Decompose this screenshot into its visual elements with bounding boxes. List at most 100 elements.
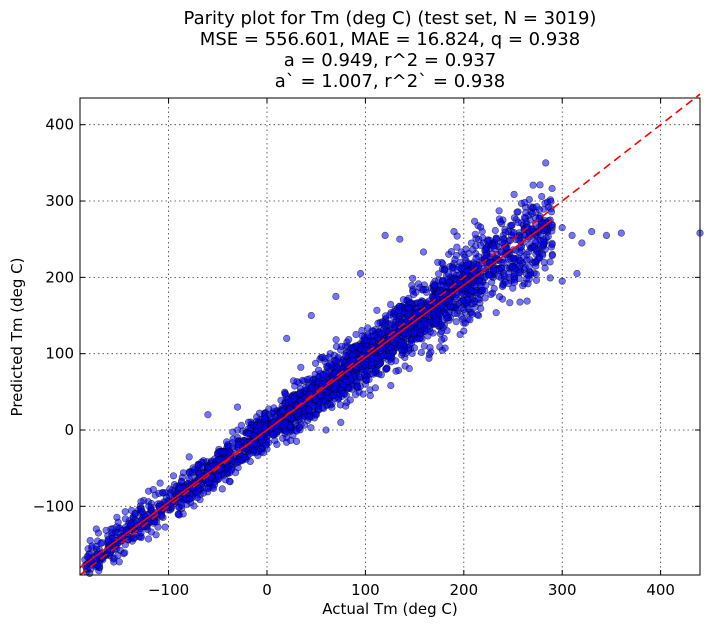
data-point [342, 352, 350, 360]
data-point [204, 411, 212, 419]
data-point [281, 390, 289, 398]
data-point [436, 343, 444, 351]
data-point [207, 473, 216, 481]
data-point [514, 208, 522, 216]
data-point [495, 207, 503, 215]
data-point [471, 217, 479, 225]
data-point [244, 418, 253, 426]
data-point [332, 292, 340, 301]
data-point [281, 419, 290, 427]
data-point [481, 287, 489, 295]
data-point [373, 306, 381, 314]
fit-line [79, 219, 553, 569]
data-point [548, 241, 556, 249]
data-point [505, 269, 513, 278]
data-point [423, 326, 431, 334]
data-point [602, 231, 611, 239]
data-point [278, 407, 287, 415]
data-point [324, 394, 333, 402]
data-point [361, 361, 370, 369]
data-point [515, 236, 523, 244]
y-tick-label: 300 [45, 192, 74, 210]
data-point [392, 367, 400, 375]
data-point [332, 357, 340, 365]
data-point [218, 485, 226, 493]
data-point [453, 243, 461, 251]
data-point [417, 299, 425, 307]
data-point [113, 523, 121, 531]
title-line-3: a = 0.949, r^2 = 0.937 [284, 50, 497, 71]
data-point [417, 348, 426, 357]
data-point [345, 336, 353, 344]
data-point [444, 314, 452, 322]
data-point [510, 228, 518, 237]
data-point [233, 403, 242, 411]
data-point [261, 415, 269, 423]
data-point [293, 378, 301, 386]
data-point [490, 242, 498, 250]
data-point [510, 265, 518, 273]
data-point [332, 336, 340, 344]
data-point [453, 232, 461, 240]
data-point [515, 269, 523, 277]
data-point [578, 239, 586, 247]
data-point [488, 278, 496, 286]
data-point [271, 436, 279, 445]
data-point [495, 293, 504, 301]
data-point [311, 395, 320, 403]
data-point [346, 396, 354, 404]
data-point [457, 264, 465, 273]
data-point [332, 382, 340, 390]
chart-title: Parity plot for Tm (deg C) (test set, N … [184, 8, 597, 92]
parity-line [79, 93, 701, 576]
data-point [510, 279, 519, 287]
data-point [433, 306, 442, 315]
data-point [588, 228, 596, 236]
data-point [381, 231, 389, 239]
data-point [337, 418, 345, 427]
data-point [477, 282, 485, 290]
data-point [368, 327, 376, 335]
data-point [194, 461, 202, 470]
data-point [287, 397, 295, 405]
data-point [177, 477, 185, 485]
plot-frame [79, 97, 701, 576]
x-tick-label: 200 [449, 581, 478, 599]
data-point [369, 370, 377, 378]
data-point [348, 344, 356, 352]
data-point [532, 276, 541, 284]
data-point [523, 256, 531, 264]
data-point [510, 214, 519, 222]
data-point [92, 525, 100, 533]
data-point [305, 405, 313, 413]
data-point [546, 258, 554, 266]
data-point [211, 455, 219, 463]
x-tick-label: 400 [646, 581, 675, 599]
data-point [387, 300, 395, 309]
data-point [472, 255, 480, 263]
data-point [492, 234, 501, 242]
data-point [211, 481, 219, 489]
data-point [292, 437, 301, 446]
data-point [319, 370, 327, 379]
data-point [501, 228, 509, 236]
x-tick-label: 0 [262, 581, 272, 599]
data-point [174, 510, 182, 519]
data-point [169, 472, 178, 480]
data-point [445, 298, 453, 306]
data-point [521, 231, 529, 239]
data-point [127, 520, 135, 528]
data-point [540, 240, 548, 249]
y-axis-label: Predicted Tm (deg C) [8, 258, 26, 417]
data-point [399, 296, 408, 304]
data-point [452, 318, 460, 326]
data-point [465, 305, 473, 313]
y-tick-label: 200 [45, 268, 74, 286]
data-point [460, 327, 468, 335]
data-point [481, 245, 490, 253]
data-point [536, 181, 544, 189]
data-point [86, 569, 94, 578]
data-point [346, 375, 355, 383]
data-point [431, 281, 439, 289]
data-point [121, 515, 129, 523]
